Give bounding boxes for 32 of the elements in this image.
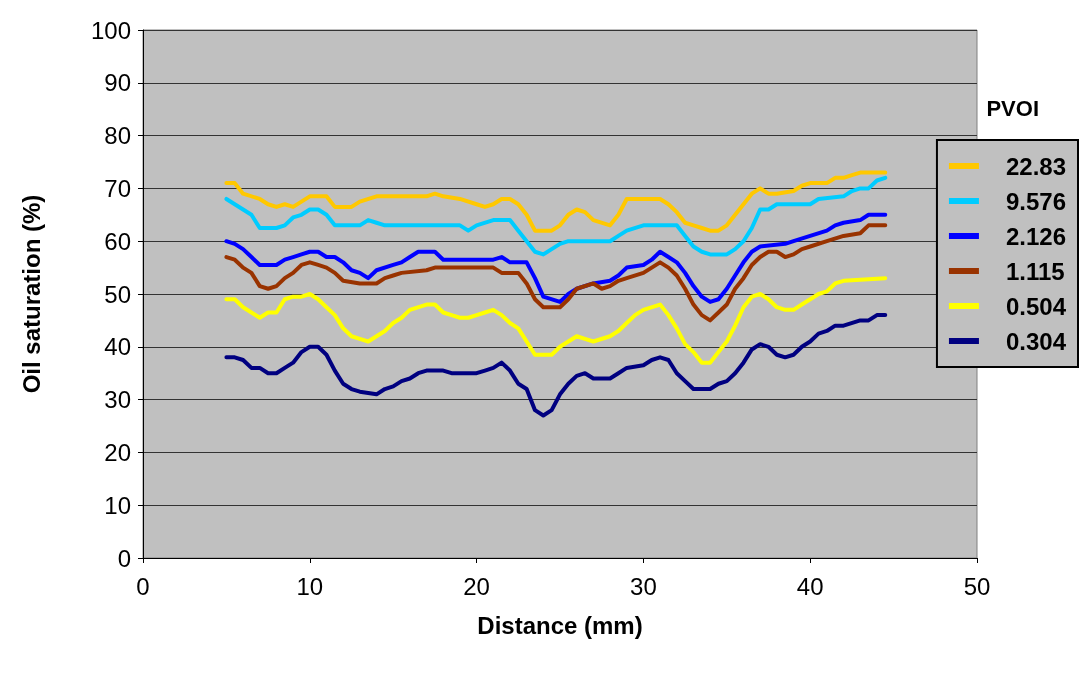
y-tick-label: 40 — [104, 333, 131, 361]
x-tick-label: 20 — [463, 572, 490, 600]
legend-label: 1.115 — [1005, 257, 1065, 285]
y-tick-label: 20 — [104, 438, 131, 466]
line-series — [224, 276, 888, 365]
y-tick-label: 60 — [104, 227, 131, 255]
x-tick-label: 40 — [796, 572, 824, 600]
y-tick-label: 50 — [104, 280, 131, 308]
y-tick-label: 70 — [104, 174, 131, 202]
line-series — [224, 223, 888, 323]
y-tick-label: 80 — [104, 122, 131, 150]
line-series — [224, 212, 888, 304]
line-series — [224, 313, 888, 418]
x-axis-title: Distance (mm) — [477, 611, 643, 639]
y-tick-label: 90 — [104, 69, 131, 97]
legend-label: 9.576 — [1005, 187, 1066, 215]
legend-label: 2.126 — [1005, 222, 1066, 250]
y-tick-label: 30 — [104, 386, 131, 414]
x-tick-label: 30 — [630, 572, 657, 600]
line-series — [224, 170, 888, 233]
legend-label: 22.83 — [1005, 152, 1066, 180]
legend-label: 0.304 — [1005, 327, 1067, 355]
x-tick-label: 50 — [963, 572, 991, 600]
y-tick-label: 0 — [117, 544, 131, 572]
y-tick-label: 10 — [104, 491, 131, 519]
legend-label: 0.504 — [1005, 292, 1067, 320]
y-tick-label: 100 — [90, 16, 131, 44]
x-tick-label: 0 — [136, 572, 150, 600]
line-series — [224, 175, 888, 257]
y-axis-title: Oil saturation (%) — [17, 194, 45, 394]
legend-title: PVOI — [986, 95, 1040, 121]
x-tick-label: 10 — [296, 572, 324, 600]
